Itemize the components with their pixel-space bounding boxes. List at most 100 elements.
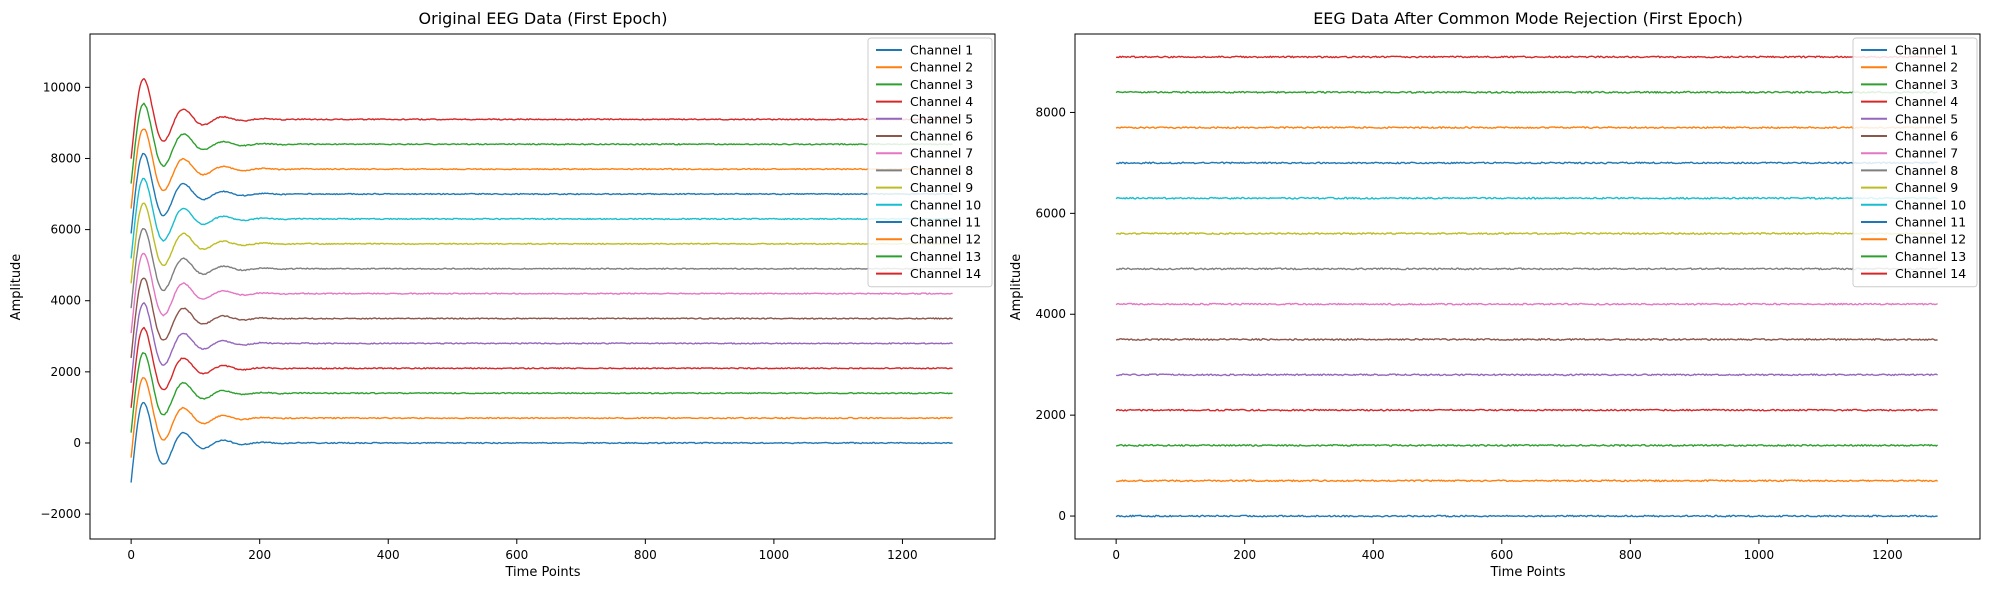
x-tick-label: 1000 (759, 548, 790, 562)
series-line-4 (130, 326, 953, 408)
legend-label: Channel 3 (1895, 77, 1958, 92)
legend-label: Channel 3 (910, 77, 973, 92)
x-tick-label: 0 (1112, 548, 1120, 562)
x-tick-label: 800 (1619, 548, 1642, 562)
y-tick-label: 8000 (1035, 105, 1066, 119)
legend-label: Channel 11 (1895, 215, 1966, 230)
series-line-2 (130, 377, 953, 458)
x-tick-label: 400 (377, 548, 400, 562)
legend-label: Channel 10 (910, 197, 981, 212)
y-tick-label: 0 (73, 436, 81, 450)
series-line-9 (130, 202, 953, 284)
y-tick-label: 2000 (50, 365, 81, 379)
axes-frame (1074, 33, 1981, 540)
legend: Channel 1 Channel 2 Channel 3 Channel 4 Chan… (1852, 37, 1978, 288)
series-line-1 (130, 401, 953, 483)
series-line-14 (1115, 55, 1939, 59)
y-tick-label: 0 (1058, 509, 1066, 523)
legend-label: Channel 1 (910, 43, 973, 58)
series-line-11 (1116, 161, 1938, 165)
series-line-13 (1115, 90, 1938, 94)
legend-label: Channel 2 (910, 60, 973, 75)
x-tick-label: 1200 (887, 548, 918, 562)
y-tick-label: 10000 (43, 80, 81, 94)
legend-label: Channel 8 (1895, 163, 1958, 178)
legend-label: Channel 6 (1895, 129, 1958, 144)
x-axis-label: Time Points (505, 565, 581, 580)
y-tick-label: 4000 (1035, 307, 1066, 321)
legend-label: Channel 8 (910, 163, 973, 178)
plot-lines (130, 77, 954, 483)
x-tick-label: 400 (1362, 548, 1385, 562)
x-axis-ticks: 0 200 400 600 800 1000 1200 (1112, 539, 1903, 562)
y-tick-label: 8000 (50, 151, 81, 165)
series-line-6 (130, 277, 953, 359)
y-tick-label: 2000 (1035, 408, 1066, 422)
legend-label: Channel 12 (1895, 232, 1966, 247)
series-line-5 (130, 302, 953, 383)
series-line-4 (1115, 408, 1938, 412)
legend-label: Channel 5 (1895, 111, 1958, 126)
series-line-14 (130, 77, 954, 159)
y-tick-label: 4000 (50, 294, 81, 308)
x-tick-label: 1000 (1744, 548, 1775, 562)
legend-label: Channel 6 (910, 129, 973, 144)
x-tick-label: 600 (505, 548, 528, 562)
x-tick-label: 1200 (1872, 548, 1903, 562)
legend-label: Channel 14 (1895, 266, 1966, 281)
legend-box (1852, 37, 1978, 288)
series-line-10 (130, 177, 953, 259)
legend-label: Channel 4 (1895, 94, 1958, 109)
legend-label: Channel 4 (910, 94, 973, 109)
x-axis-ticks: 0 200 400 600 800 1000 1200 (127, 539, 918, 562)
series-line-8 (1116, 267, 1938, 271)
series-line-13 (130, 102, 953, 184)
series-line-12 (1115, 126, 1938, 130)
plot-lines (1115, 55, 1939, 518)
series-line-12 (130, 128, 953, 209)
legend-box (867, 37, 993, 288)
series-line-3 (130, 352, 953, 433)
legend-label: Channel 5 (910, 111, 973, 126)
x-tick-label: 200 (248, 548, 271, 562)
legend-label: Channel 12 (910, 232, 981, 247)
y-axis-ticks: −2000 0 2000 4000 6000 8000 10000 (40, 80, 90, 521)
x-tick-label: 200 (1233, 548, 1256, 562)
series-line-10 (1115, 196, 1938, 200)
legend-label: Channel 14 (910, 266, 981, 281)
series-line-11 (130, 152, 953, 234)
legend-label: Channel 2 (1895, 60, 1958, 75)
chart-title: EEG Data After Common Mode Rejection (Fi… (1313, 9, 1743, 28)
series-line-6 (1115, 338, 1938, 341)
series-line-7 (1115, 302, 1938, 306)
legend-label: Channel 13 (1895, 249, 1966, 264)
legend-label: Channel 13 (910, 249, 981, 264)
x-axis-label: Time Points (1490, 565, 1566, 580)
chart-cmr: EEG Data After Common Mode Rejection (Fi… (1009, 9, 1981, 580)
y-axis-label: Amplitude (1009, 254, 1024, 321)
series-line-9 (1115, 232, 1938, 236)
series-line-1 (1115, 514, 1938, 518)
legend-label: Channel 10 (1895, 197, 1966, 212)
y-axis-label: Amplitude (9, 254, 24, 321)
y-tick-label: −2000 (40, 507, 81, 521)
legend-label: Channel 7 (1895, 146, 1958, 161)
chart-original: Original EEG Data (First Epoch) 0 200 400 6… (9, 9, 996, 580)
series-line-7 (130, 252, 953, 334)
x-tick-label: 600 (1490, 548, 1513, 562)
legend-label: Channel 1 (1895, 43, 1958, 58)
legend-label: Channel 11 (910, 215, 981, 230)
series-line-2 (1116, 479, 1939, 483)
x-tick-label: 800 (634, 548, 657, 562)
legend-label: Channel 9 (910, 180, 973, 195)
series-line-5 (1116, 373, 1938, 377)
x-tick-label: 0 (127, 548, 135, 562)
series-line-3 (1115, 444, 1939, 447)
y-tick-label: 6000 (1035, 206, 1066, 220)
legend-label: Channel 7 (910, 146, 973, 161)
chart-title: Original EEG Data (First Epoch) (419, 9, 668, 28)
legend-label: Channel 9 (1895, 180, 1958, 195)
y-tick-label: 6000 (50, 223, 81, 237)
legend: Channel 1 Channel 2 Channel 3 Channel 4 Chan… (867, 37, 993, 288)
